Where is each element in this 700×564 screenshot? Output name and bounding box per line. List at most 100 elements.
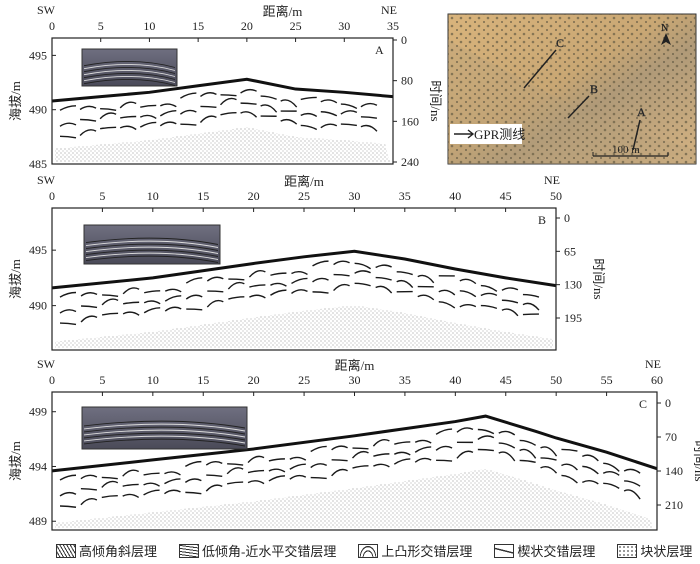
stratification-line xyxy=(333,260,350,266)
elevation-tick-label: 490 xyxy=(29,103,47,117)
elevation-axis-label: 海拔/m xyxy=(8,81,23,121)
low-angle-cross-icon xyxy=(179,543,200,558)
north-label: N xyxy=(661,23,668,34)
x-tick-label: 35 xyxy=(399,373,411,387)
radargram-reflector xyxy=(83,420,246,429)
stratification-line xyxy=(143,300,161,305)
convex-cross-icon xyxy=(358,543,379,558)
radargram-reflector xyxy=(83,70,176,77)
radargram-reflector xyxy=(83,438,246,447)
stratification-line xyxy=(59,491,77,497)
time-tick-label: 65 xyxy=(564,244,576,258)
time-tick-label: 0 xyxy=(665,396,671,410)
surface-profile-line xyxy=(51,414,658,473)
stratification-line xyxy=(59,474,77,481)
stratification-line xyxy=(501,299,519,304)
stratification-line xyxy=(360,116,378,119)
radargram-reflector xyxy=(83,76,176,83)
stratification-line xyxy=(354,282,371,287)
stratification-line xyxy=(519,448,537,459)
stratification-line xyxy=(394,441,411,445)
stratification-line xyxy=(143,307,161,314)
x-tick-label: 0 xyxy=(49,189,55,203)
radargram-reflector xyxy=(83,423,246,432)
stratification-line xyxy=(120,115,137,119)
stratification-line xyxy=(164,478,181,485)
stratification-line xyxy=(100,126,117,130)
stratification-line xyxy=(300,112,318,118)
stratification-line xyxy=(289,474,307,480)
x-tick-label: 15 xyxy=(192,19,204,33)
stratification-line xyxy=(240,88,257,94)
stratification-line xyxy=(270,272,287,276)
panel-label: B xyxy=(538,213,546,227)
x-axis-label: 距离/m xyxy=(263,4,303,19)
stratification-line xyxy=(186,308,203,311)
stratification-line xyxy=(180,123,197,126)
stratification-line xyxy=(80,118,97,122)
stratification-line xyxy=(561,448,578,452)
stratification-line xyxy=(101,495,118,499)
stratification-line xyxy=(185,277,203,284)
stratification-line xyxy=(280,99,298,108)
stratification-line xyxy=(79,129,97,136)
stratification-line xyxy=(81,305,98,309)
stratification-line xyxy=(436,459,453,462)
x-tick-label: 30 xyxy=(349,373,361,387)
stratification-line xyxy=(185,294,203,300)
x-tick-label: 50 xyxy=(550,373,562,387)
stratification-line xyxy=(184,478,202,483)
stratification-line xyxy=(205,484,223,492)
stratification-line xyxy=(199,115,217,123)
stratification-line xyxy=(393,458,411,465)
stratification-line xyxy=(205,461,223,466)
stratification-line xyxy=(268,458,285,462)
elevation-axis-label: 海拔/m xyxy=(8,259,23,299)
legend-item-high-angle: 高倾角斜层理 xyxy=(56,541,157,560)
stratification-line xyxy=(79,105,97,111)
profile-panel-a: A 0 5 10 15 20 25 30 35 SW NE 距离/m 495 490 485 海拔/m 0 80 1… xyxy=(8,3,443,171)
stratification-line xyxy=(101,476,118,480)
time-tick-label: 70 xyxy=(665,430,677,444)
radargram-reflector xyxy=(85,255,219,263)
x-tick-label: 55 xyxy=(601,373,613,387)
stratification-line xyxy=(373,463,390,468)
radargram-reflector xyxy=(83,61,176,68)
x-tick-label: 50 xyxy=(550,189,562,203)
arrow-icon xyxy=(454,129,475,139)
stratification-line xyxy=(247,469,265,474)
time-tick-label: 0 xyxy=(401,33,407,47)
radargram-reflector xyxy=(83,79,176,86)
map-label-a: A xyxy=(637,105,646,119)
x-tick-label: 10 xyxy=(147,373,159,387)
stratification-line xyxy=(219,97,237,106)
stratification-line xyxy=(456,427,474,433)
stratification-line xyxy=(122,483,139,487)
stratification-line xyxy=(59,291,77,298)
stratification-line xyxy=(59,322,77,326)
stratification-line xyxy=(247,480,265,485)
stratification-line xyxy=(340,103,358,110)
stratification-line xyxy=(414,446,432,453)
stratification-line xyxy=(206,276,224,282)
stratification-line xyxy=(143,482,160,487)
stratification-line xyxy=(164,288,182,293)
radargram-reflector xyxy=(85,240,219,248)
stratification-line xyxy=(59,505,77,508)
north-arrow-icon xyxy=(661,33,671,45)
legend: 高倾角斜层理 低倾角-近水平交错层理 上凸形交错层理 楔状交错层理 块状层理 xyxy=(56,541,692,560)
stratification-line xyxy=(623,489,641,500)
stratification-line xyxy=(331,445,348,451)
stratification-line xyxy=(540,466,558,474)
stratification-line xyxy=(623,468,641,474)
stratification-line xyxy=(414,439,432,444)
massive-bedding-zone xyxy=(55,127,390,162)
stratification-line xyxy=(260,104,278,113)
radargram-reflector xyxy=(83,435,246,444)
legend-label: 楔状交错层理 xyxy=(517,544,596,559)
stratification-line xyxy=(438,301,456,309)
stratification-line xyxy=(393,451,411,456)
x-tick-label: 0 xyxy=(49,373,55,387)
time-axis-label: 时间/ns xyxy=(428,80,443,121)
stratification-line xyxy=(477,435,495,441)
